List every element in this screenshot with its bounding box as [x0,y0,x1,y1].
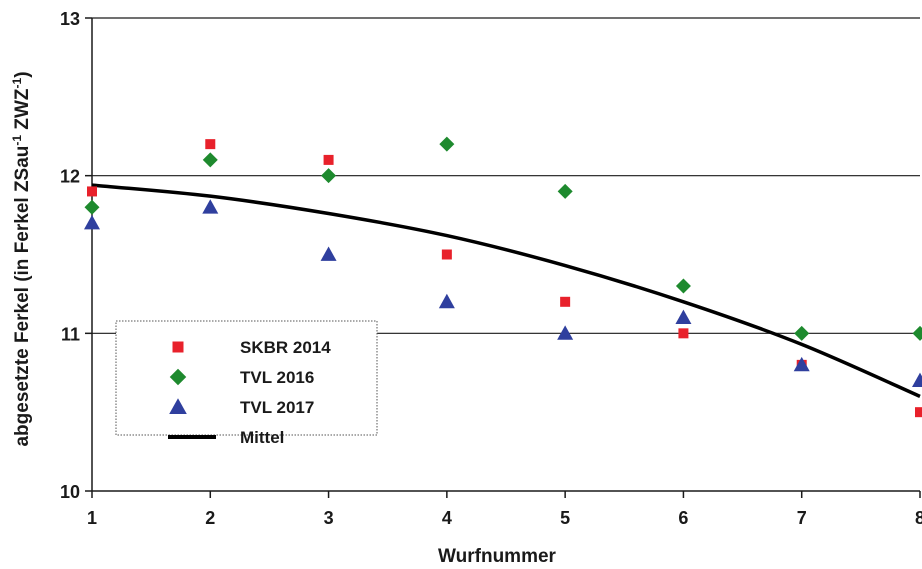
x-tick-label-2: 3 [324,508,334,528]
point-skbr-2014-5 [560,296,571,307]
legend: SKBR 2014 TVL 2016 TVL 2017 Mittel [115,320,378,447]
point-skbr-2014-3 [323,154,334,165]
point-tvl-2017-4 [438,293,455,309]
x-tick-label-6: 7 [797,508,807,528]
grid [92,17,920,334]
point-tvl-2017-1 [84,214,100,230]
legend-label-tvl-2016: TVL 2016 [240,368,314,387]
legend-label-tvl-2017: TVL 2017 [240,398,314,417]
point-tvl-2017-7 [793,356,810,372]
y-axis-label-part-4: ) [12,71,33,77]
y-axis-label-part-0: abgesetzte Ferkel (in Ferkel ZSau [12,146,33,447]
y-tick-label-2: 12 [60,167,80,187]
x-tick-label-5: 6 [678,508,688,528]
point-tvl-2016-7 [794,325,810,341]
y-axis-label: abgesetzte Ferkel (in Ferkel ZSau-1 ZWZ-… [10,71,33,446]
y-axis-label-part-3: -1 [10,77,24,88]
point-skbr-2014-8 [915,407,922,418]
point-tvl-2016-2 [202,152,218,168]
x-tick-label-0: 1 [87,508,97,528]
point-tvl-2017-2 [202,199,219,214]
x-tick-label-1: 2 [205,508,215,528]
point-tvl-2017-8 [912,372,922,388]
y-axis-label-part-1: -1 [10,135,24,146]
series [84,136,922,418]
point-tvl-2017-5 [557,325,574,340]
legend-box [115,320,378,436]
x-tick-label-4: 5 [560,508,570,528]
x-tick-label-7: 8 [915,508,922,528]
legend-swatch-tvl-2017 [169,398,187,415]
y-axis-label-part-2: ZWZ [12,88,33,135]
point-skbr-2014-2 [205,139,216,150]
point-tvl-2016-3 [321,168,337,184]
point-tvl-2016-6 [675,278,691,294]
y-tick-label-3: 13 [60,9,80,29]
x-tick-label-3: 4 [442,508,452,528]
series-mittel-line [91,183,921,399]
legend-swatch-tvl-2016 [169,368,187,386]
point-skbr-2014-1 [87,186,97,197]
point-tvl-2016-4 [439,136,455,152]
axes [85,17,921,498]
point-tvl-2017-3 [320,246,337,261]
y-tick-label-1: 11 [61,324,80,344]
legend-label-mittel: Mittel [240,428,284,447]
point-skbr-2014-4 [441,249,452,260]
x-axis-label: Wurfnummer [438,546,556,567]
point-tvl-2017-6 [675,309,692,324]
point-tvl-2016-5 [557,183,573,199]
legend-label-skbr-2014: SKBR 2014 [240,338,331,357]
point-tvl-2016-8 [912,325,922,341]
point-tvl-2016-1 [84,199,100,215]
legend-swatch-skbr-2014 [172,341,184,353]
y-tick-label-0: 10 [60,482,80,502]
point-skbr-2014-6 [678,328,689,339]
